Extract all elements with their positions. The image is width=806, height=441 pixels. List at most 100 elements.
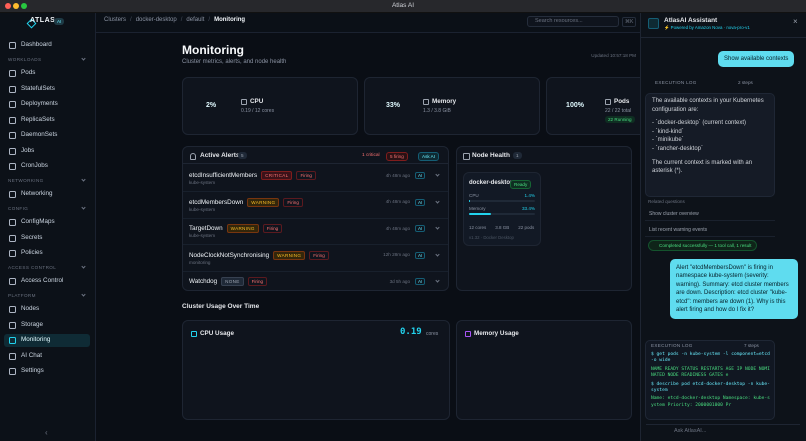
nav-item[interactable]: Deployments xyxy=(21,100,58,107)
nav-item[interactable]: ConfigMaps xyxy=(21,218,55,225)
stat-label: CPU xyxy=(250,98,264,105)
node-divider xyxy=(457,163,631,164)
nav-item[interactable]: Dashboard xyxy=(21,41,52,48)
alert-ai[interactable]: AI xyxy=(415,198,426,206)
nav-item[interactable]: StatefulSets xyxy=(21,84,55,92)
reply-item: - `minikube` xyxy=(652,137,684,144)
nav-icon xyxy=(9,352,16,360)
nav-item[interactable]: Settings xyxy=(21,367,44,374)
updated: Updated 10:57:18 PM xyxy=(591,53,636,58)
log-line: $ get pods -n kube-system -l component=e… xyxy=(651,352,770,364)
crumb[interactable]: default xyxy=(186,17,205,23)
crumb: Monitoring xyxy=(214,17,246,23)
nav-icon xyxy=(9,219,16,226)
reply-item: - `kind-kind` xyxy=(652,128,684,135)
stat-detail: 1.3 / 3.8 GiB xyxy=(423,108,451,114)
nav-icon xyxy=(9,42,16,49)
assistant-close[interactable]: × xyxy=(793,17,798,26)
status: Completed successfully — 1 tool call, 1 … xyxy=(648,240,758,251)
nav-item[interactable]: Secrets xyxy=(21,233,43,241)
alert-ai[interactable]: AI xyxy=(415,278,426,285)
related-question[interactable]: Show cluster overview xyxy=(645,208,775,221)
alert-row[interactable]: TargetDown WARNING Firing xyxy=(189,224,283,233)
logo: ATLAS xyxy=(30,17,56,24)
alert-name: Watchdog xyxy=(189,278,218,285)
close-dot[interactable] xyxy=(5,3,11,9)
nav-section: PLATFORM xyxy=(8,293,36,298)
memory-card xyxy=(364,77,540,135)
alert-row[interactable]: Watchdog NONE Firing xyxy=(189,277,268,286)
log-line: Name: etcd-docker-desktop Namespace: kub… xyxy=(651,396,770,408)
crumb-separator: / xyxy=(130,17,132,23)
related-question[interactable]: List recent warning events xyxy=(645,224,775,237)
nav-icon xyxy=(9,278,16,285)
log-label[interactable]: EXECUTION LOG xyxy=(655,80,697,85)
nav-icon xyxy=(9,85,16,93)
nav-item[interactable]: Nodes xyxy=(21,305,40,312)
node-title: Node Health xyxy=(472,152,510,159)
firing-count[interactable]: 5 firing xyxy=(386,152,408,161)
nav-icon xyxy=(9,321,16,329)
log-lines: $ get pods -n kube-system -l component=e… xyxy=(651,352,771,411)
max-dot[interactable] xyxy=(21,3,27,9)
gauge-label: 100% xyxy=(566,102,584,109)
metric-label: Memory xyxy=(469,206,486,211)
logo-badge: AI xyxy=(54,18,65,25)
nav-item[interactable]: CronJobs xyxy=(21,162,48,169)
alerts-icon xyxy=(190,153,196,160)
crumb[interactable]: Clusters xyxy=(104,17,127,23)
page-title: Monitoring xyxy=(182,43,244,57)
search-shortcut: ⌘K xyxy=(622,17,637,27)
alert-severity: WARNING xyxy=(226,224,259,233)
assistant-title: AtlasAI Assistant xyxy=(664,17,718,24)
nav-icon xyxy=(9,337,16,344)
alert-row[interactable]: NodeClockNotSynchronising WARNING Firing xyxy=(189,250,329,260)
nav-item[interactable]: AI Chat xyxy=(21,351,42,359)
nav-item[interactable]: Policies xyxy=(21,249,43,256)
header xyxy=(96,13,640,33)
breadcrumb: Clusters / docker-desktop / default / Monitori… xyxy=(104,17,245,23)
alert-namespace: kube-system xyxy=(189,233,216,238)
node-fact: 22 pods xyxy=(518,225,535,230)
nav-icon xyxy=(9,368,16,375)
row-divider xyxy=(183,217,448,219)
nav-item[interactable]: Networking xyxy=(21,190,53,197)
alert-ai[interactable]: AI xyxy=(415,172,426,179)
input-box[interactable] xyxy=(646,424,800,439)
alert-ai[interactable]: AI xyxy=(415,251,426,259)
alert-row[interactable]: etcdInsufficientMembers CRITICAL Firing xyxy=(189,171,316,180)
alert-ai[interactable]: AI xyxy=(415,225,426,232)
search-box[interactable] xyxy=(527,16,619,27)
nav-icon xyxy=(9,101,16,108)
nav-section: WORKLOADS xyxy=(8,57,42,62)
nav-item[interactable]: ReplicaSets xyxy=(21,115,55,123)
collapse[interactable]: ‹ xyxy=(45,428,48,437)
cpu-card xyxy=(182,77,358,135)
alert-name: etcdInsufficientMembers xyxy=(189,172,258,179)
crumb[interactable]: docker-desktop xyxy=(135,17,177,23)
log-label[interactable]: EXECUTION LOG xyxy=(651,343,693,348)
nav-item[interactable]: Storage xyxy=(21,320,44,328)
min-dot[interactable] xyxy=(13,3,19,9)
ask-ai[interactable]: Ask AI xyxy=(418,152,440,161)
log-box xyxy=(645,340,775,420)
nav-item[interactable]: Pods xyxy=(21,69,36,76)
stat-icon xyxy=(605,99,611,105)
node-footer: v1.32 · Docker Desktop xyxy=(469,235,514,240)
node-name: docker-desktop xyxy=(469,180,514,186)
related-label: Related questions xyxy=(648,199,685,204)
nav-item[interactable]: Monitoring xyxy=(21,336,51,343)
metric-bar xyxy=(469,213,492,215)
crumb-separator: / xyxy=(208,17,211,23)
alert-row[interactable]: etcdMembersDown WARNING Firing xyxy=(189,197,303,207)
nav-item[interactable]: DaemonSets xyxy=(21,131,58,138)
row-divider xyxy=(183,270,448,272)
log-line: NAME READY STATUS RESTARTS AGE IP NODE N… xyxy=(651,366,770,379)
nav-item[interactable]: Jobs xyxy=(21,146,35,154)
nav-item[interactable]: Access Control xyxy=(21,277,64,284)
node-count: 1 xyxy=(513,152,522,159)
row-divider xyxy=(183,191,448,192)
stat-icon xyxy=(241,99,247,105)
chart-unit: cores xyxy=(426,331,439,337)
stat-label: Memory xyxy=(432,98,457,105)
